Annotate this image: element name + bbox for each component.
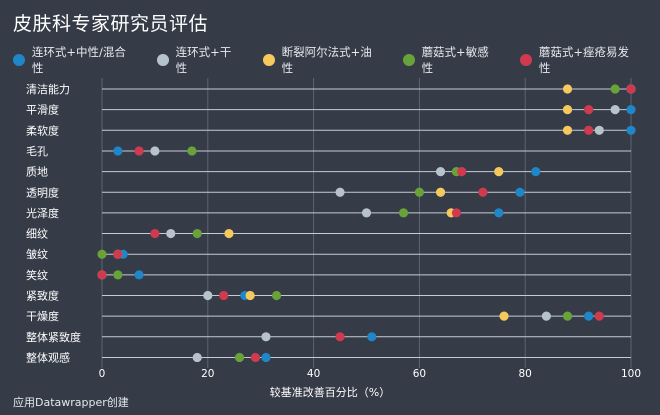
legend-item: 连环式+中性/混合性 [13, 44, 136, 76]
legend-item: 蘑菇式+痤疮易发性 [520, 44, 639, 76]
data-point [562, 84, 573, 94]
data-point [414, 187, 424, 197]
credit-text: 应用Datawrapper创建 [13, 396, 129, 409]
legend: 连环式+中性/混合性 连环式+干性 断裂阿尔法式+油性 蘑菇式+敏感性 蘑菇式+痤疮易发… [13, 44, 660, 76]
data-point [224, 228, 234, 239]
legend-label: 连环式+干性 [175, 45, 232, 75]
data-point [584, 125, 594, 135]
data-point [457, 167, 467, 177]
legend-swatch [520, 54, 532, 66]
data-point [610, 105, 620, 115]
data-point [192, 228, 202, 239]
row-label: 皱纹 [26, 247, 48, 261]
data-point [97, 270, 107, 280]
data-point [594, 125, 604, 135]
x-tick-label: 20 [201, 368, 214, 380]
data-point [192, 352, 202, 363]
row-label: 紧致度 [26, 289, 59, 303]
data-point [451, 208, 462, 218]
data-point [610, 84, 620, 94]
data-point [361, 208, 372, 218]
row-label: 质地 [26, 166, 48, 179]
legend-swatch [13, 54, 25, 66]
data-point [435, 187, 446, 197]
row-label: 清洁能力 [26, 82, 70, 96]
data-point [515, 187, 525, 197]
data-point [271, 290, 282, 301]
data-point [367, 332, 377, 342]
x-axis-title: 较基准改善百分比（%） [270, 385, 390, 399]
data-point [245, 290, 255, 301]
row-label: 平滑度 [26, 103, 59, 117]
data-point [234, 352, 245, 363]
data-point [626, 125, 636, 135]
data-point [203, 290, 213, 301]
legend-item: 断裂阿尔法式+油性 [262, 44, 382, 76]
x-tick-label: 80 [519, 368, 532, 380]
data-point [113, 270, 123, 280]
data-point [562, 125, 573, 135]
row-label: 笑纹 [26, 268, 48, 282]
data-point [219, 290, 229, 301]
x-tick-label: 100 [621, 368, 641, 380]
data-point [594, 311, 604, 321]
legend-label: 蘑菇式+痤疮易发性 [538, 45, 629, 75]
x-tick-label: 40 [307, 368, 320, 380]
row-label: 整体紧致度 [26, 330, 81, 344]
data-point [531, 167, 541, 177]
data-point [435, 167, 446, 177]
legend-label: 蘑菇式+敏感性 [421, 45, 489, 75]
data-point [584, 311, 594, 321]
data-point [398, 208, 409, 218]
data-point [134, 270, 144, 280]
x-tick-label: 60 [413, 368, 426, 380]
data-point [261, 332, 271, 342]
legend-item: 连环式+干性 [156, 44, 242, 76]
legend-swatch [156, 54, 169, 66]
data-point [187, 146, 197, 156]
data-point [335, 187, 345, 197]
row-label: 透明度 [26, 185, 59, 199]
data-point [626, 105, 636, 115]
data-point [494, 208, 504, 218]
legend-label: 断裂阿尔法式+油性 [281, 45, 372, 75]
row-label: 整体观感 [26, 350, 70, 364]
data-point [478, 187, 488, 197]
row-label: 细纹 [26, 227, 48, 241]
row-label: 干燥度 [26, 309, 59, 323]
data-point [134, 146, 144, 156]
legend-swatch [262, 54, 275, 66]
row-label: 柔软度 [26, 123, 59, 137]
data-point [584, 105, 594, 115]
data-point [113, 249, 123, 259]
row-label: 光泽度 [26, 206, 59, 220]
legend-label: 连环式+中性/混合性 [31, 45, 126, 75]
chart-title: 皮肤科专家研究员评估 [13, 13, 209, 35]
data-point [150, 228, 160, 239]
data-point [499, 311, 509, 321]
legend-item: 蘑菇式+敏感性 [402, 44, 499, 76]
data-point [562, 105, 573, 115]
data-point [113, 146, 123, 156]
legend-swatch [402, 54, 415, 66]
data-point [261, 352, 271, 363]
data-point [335, 332, 345, 342]
data-point [150, 146, 160, 156]
row-label: 毛孔 [26, 145, 48, 158]
data-point [562, 311, 573, 321]
x-tick-label: 0 [99, 368, 106, 380]
data-point [166, 228, 176, 239]
data-point [494, 167, 504, 177]
data-point [97, 249, 107, 259]
data-point [626, 84, 636, 94]
data-point [541, 311, 551, 321]
data-point [250, 352, 261, 363]
